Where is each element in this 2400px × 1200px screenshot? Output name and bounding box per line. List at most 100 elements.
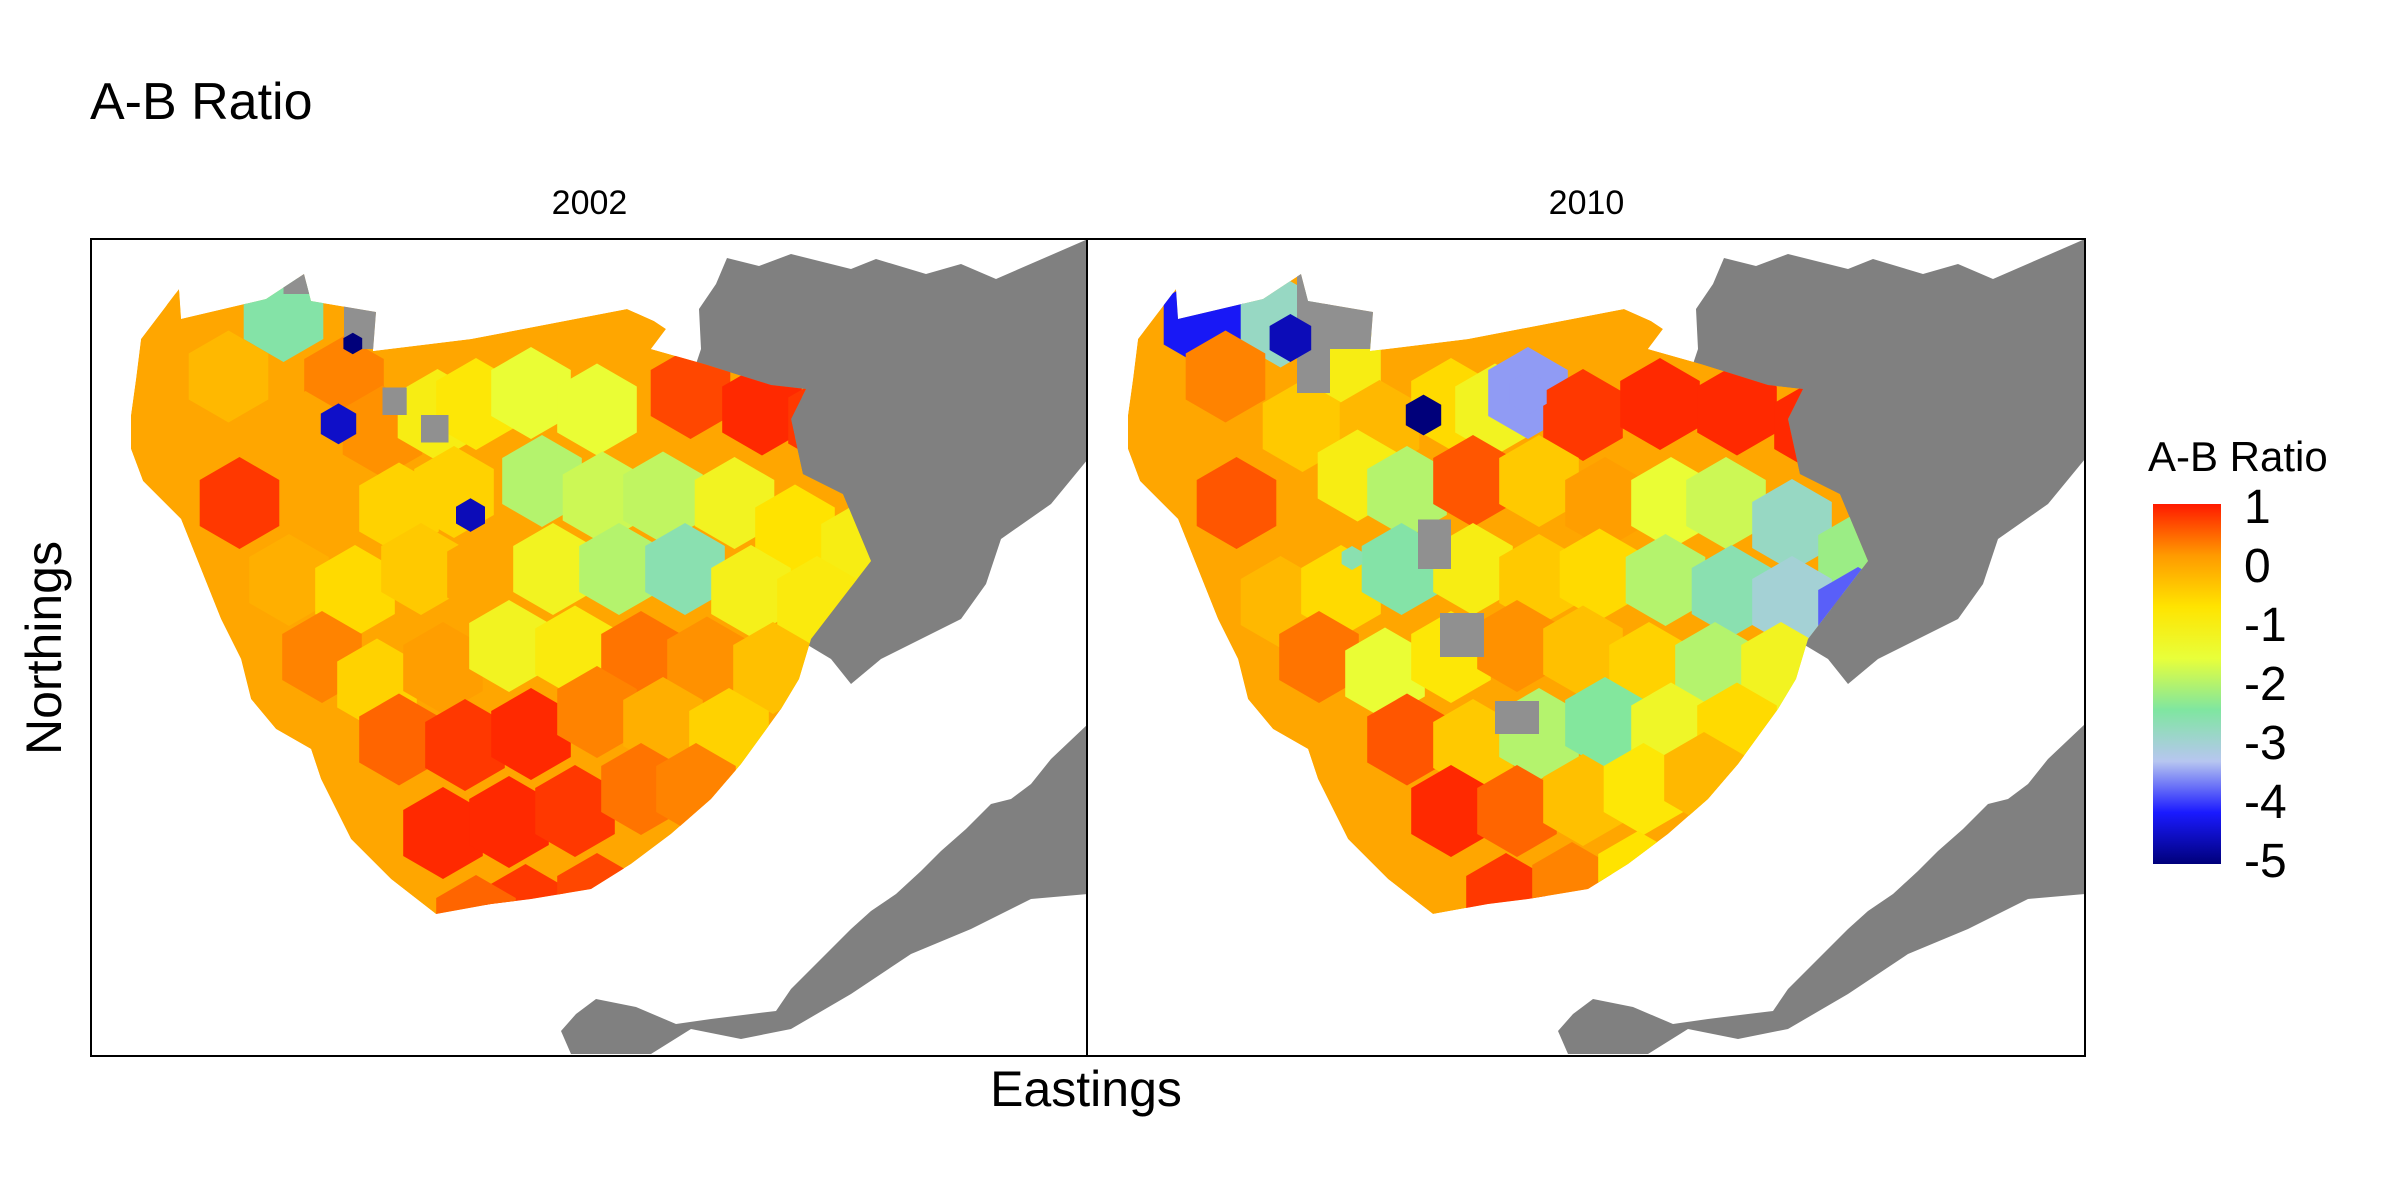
map-svg	[1128, 239, 2085, 1054]
peninsula-land	[1558, 724, 2085, 1054]
survey-cell	[711, 545, 791, 637]
legend-tick	[2221, 861, 2231, 863]
survey-cell	[199, 457, 280, 549]
legend-colorbar	[2153, 504, 2221, 864]
facet-label-2010: 2010	[1548, 184, 1625, 222]
survey-cell	[1367, 446, 1447, 538]
survey-cell	[579, 523, 659, 615]
survey-cell	[1559, 528, 1640, 621]
survey-cell	[1625, 534, 1706, 626]
survey-cell	[1477, 600, 1557, 692]
legend-tick	[2221, 625, 2231, 627]
survey-cell	[645, 523, 725, 615]
survey-cell	[1367, 693, 1447, 786]
survey-cell	[1691, 545, 1772, 637]
missing-cell	[1495, 701, 1539, 734]
survey-cell	[1411, 765, 1491, 857]
survey-cell	[1752, 479, 1832, 571]
survey-cell	[650, 347, 731, 439]
survey-cell	[1543, 605, 1623, 698]
survey-cell	[1196, 457, 1277, 549]
survey-cell	[557, 363, 637, 456]
survey-cell	[381, 523, 461, 615]
survey-cell	[1433, 435, 1513, 527]
survey-cell	[315, 545, 395, 637]
survey-cell	[1697, 363, 1777, 456]
map-svg	[131, 239, 1088, 1054]
survey-cell	[359, 693, 439, 786]
survey-cell	[1341, 546, 1363, 570]
survey-cell	[403, 622, 483, 714]
survey-cell	[447, 528, 527, 621]
survey-cell	[1262, 380, 1343, 472]
survey-cell	[694, 457, 775, 549]
legend-tick	[2221, 566, 2231, 568]
missing-cell	[1418, 519, 1451, 569]
legend-tick-label: -3	[2244, 717, 2287, 770]
y-axis-label: Northings	[16, 541, 72, 755]
survey-cell	[1269, 314, 1312, 362]
missing-cell	[421, 415, 449, 443]
survey-cell	[188, 330, 269, 423]
missing-cell	[382, 387, 407, 415]
legend-tick-label: -5	[2244, 835, 2287, 888]
legend-tick-label: -1	[2244, 599, 2287, 652]
survey-cell	[1543, 369, 1623, 461]
survey-cell	[1185, 330, 1266, 423]
survey-cell	[249, 534, 329, 626]
missing-cell	[1440, 613, 1484, 657]
survey-cell	[436, 875, 516, 914]
survey-cell	[320, 403, 357, 445]
map-panel-2002	[91, 239, 1088, 1054]
legend-tick-label: -2	[2244, 658, 2287, 711]
survey-cell	[403, 787, 483, 879]
peninsula-land	[561, 724, 1088, 1054]
survey-cell	[755, 484, 835, 577]
legend-tick	[2221, 743, 2231, 745]
survey-cell	[667, 616, 747, 709]
missing-cell	[283, 274, 344, 294]
survey-cell	[1279, 611, 1359, 703]
survey-cell	[722, 363, 802, 456]
survey-cell	[535, 765, 615, 857]
survey-cell	[502, 435, 582, 527]
survey-cell	[1603, 743, 1684, 835]
survey-cell	[343, 332, 363, 355]
survey-cell	[2016, 533, 2041, 562]
panel-divider	[1086, 238, 1088, 1057]
survey-cell	[623, 451, 703, 544]
missing-cell	[1374, 299, 1402, 333]
survey-cell	[1565, 677, 1645, 769]
legend-title: A-B Ratio	[2148, 433, 2328, 480]
legend-tick-label: 1	[2244, 481, 2271, 534]
x-axis-label: Eastings	[990, 1061, 1182, 1117]
legend-tick	[2221, 507, 2231, 509]
survey-cell	[562, 451, 643, 544]
survey-cells	[1128, 254, 2041, 914]
survey-cell	[1477, 765, 1557, 857]
survey-cell	[1411, 297, 1425, 313]
survey-cell	[456, 498, 485, 532]
legend-tick	[2221, 802, 2231, 804]
survey-cell	[491, 688, 571, 780]
survey-cell	[1499, 435, 1579, 527]
map-panel-2010	[1088, 239, 2085, 1054]
survey-cell	[1509, 371, 1547, 415]
survey-cell	[513, 523, 593, 615]
survey-cell	[491, 347, 571, 439]
survey-cells	[131, 274, 871, 914]
survey-cell	[1466, 853, 1546, 914]
legend-tick	[2221, 684, 2231, 686]
legend-tick-label: 0	[2244, 540, 2271, 593]
survey-cell	[469, 600, 549, 692]
missing-cell	[1324, 274, 1374, 349]
survey-cell	[1565, 457, 1645, 549]
survey-cell	[557, 666, 637, 758]
survey-cell	[425, 699, 505, 791]
survey-cell	[1686, 457, 1766, 549]
survey-cell	[1433, 523, 1513, 615]
survey-cell	[1247, 254, 1259, 268]
legend-tick-label: -4	[2244, 776, 2287, 829]
survey-cell	[1752, 556, 1832, 648]
survey-cell	[1620, 358, 1700, 450]
